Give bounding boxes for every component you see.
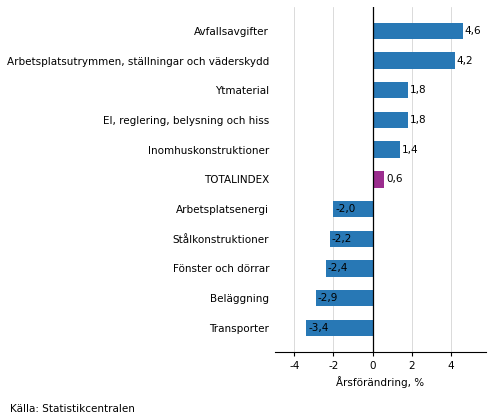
Text: -2,9: -2,9 — [318, 293, 338, 303]
Bar — [373, 22, 462, 39]
Text: 1,8: 1,8 — [410, 85, 426, 95]
Bar — [373, 82, 408, 99]
Bar — [373, 112, 408, 128]
Bar — [373, 171, 385, 188]
Text: -3,4: -3,4 — [308, 323, 328, 333]
Text: 4,2: 4,2 — [457, 55, 473, 65]
Text: -2,2: -2,2 — [331, 234, 352, 244]
Bar — [373, 52, 455, 69]
Text: 4,6: 4,6 — [464, 26, 481, 36]
Bar — [373, 141, 400, 158]
Text: -2,4: -2,4 — [327, 263, 348, 273]
Text: 0,6: 0,6 — [387, 174, 403, 184]
Text: 1,8: 1,8 — [410, 115, 426, 125]
Bar — [333, 201, 373, 217]
Bar — [316, 290, 373, 306]
Text: 1,4: 1,4 — [402, 145, 419, 155]
Bar — [329, 230, 373, 247]
X-axis label: Årsförändring, %: Årsförändring, % — [336, 376, 424, 388]
Bar — [325, 260, 373, 277]
Text: Källa: Statistikcentralen: Källa: Statistikcentralen — [10, 404, 135, 414]
Text: -2,0: -2,0 — [335, 204, 355, 214]
Bar — [306, 320, 373, 336]
